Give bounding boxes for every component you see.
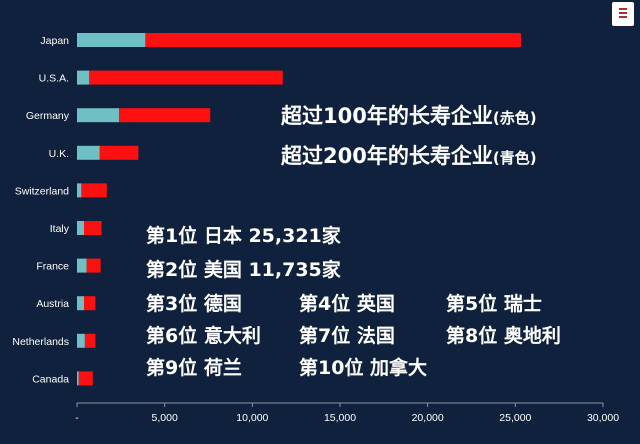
rank-7: 第7位 法国 bbox=[299, 325, 395, 347]
document-icon bbox=[612, 2, 634, 26]
category-label: Austria bbox=[36, 298, 69, 310]
x-tick-label: - bbox=[75, 412, 79, 424]
bar-segment-200-years bbox=[77, 296, 85, 311]
bar-segment-100-years bbox=[84, 333, 96, 348]
category-label: Germany bbox=[26, 110, 70, 122]
bar-segment-100-years bbox=[84, 221, 102, 235]
category-label: Netherlands bbox=[12, 336, 69, 348]
legend-teal-note: (青色) bbox=[492, 149, 537, 167]
x-axis: - 5,000 10,000 15,000 20,000 25,000 30,000 bbox=[75, 402, 619, 424]
x-tick-label: 5,000 bbox=[152, 412, 178, 424]
legend-red: 超过100年的长寿企业(赤色) bbox=[281, 100, 537, 130]
bar-segment-200-years bbox=[77, 333, 85, 348]
x-tick-label: 10,000 bbox=[236, 412, 268, 424]
bar-segment-200-years bbox=[77, 221, 85, 235]
bar-segment-200-years bbox=[77, 70, 90, 85]
rank-2: 第2位 美国 11,735家 bbox=[146, 259, 341, 281]
bar-segment-100-years bbox=[78, 371, 93, 386]
legend-red-text: 超过100年的长寿企业 bbox=[281, 104, 493, 128]
rank-8: 第8位 奥地利 bbox=[446, 325, 561, 347]
bar-segment-100-years bbox=[86, 258, 101, 273]
rank-10: 第10位 加拿大 bbox=[299, 357, 428, 379]
x-tick-label: 20,000 bbox=[412, 412, 444, 424]
category-label: France bbox=[36, 261, 69, 273]
bar-segment-200-years bbox=[77, 183, 82, 198]
rank-6: 第6位 意大利 bbox=[146, 325, 261, 347]
bar-segment-100-years bbox=[99, 145, 139, 160]
legend-teal: 超过200年的长寿企业(青色) bbox=[281, 140, 537, 170]
rank-3: 第3位 德国 bbox=[146, 293, 242, 315]
bar-segment-200-years bbox=[77, 371, 79, 386]
bar-segment-200-years bbox=[77, 258, 87, 273]
rank-5: 第5位 瑞士 bbox=[446, 293, 542, 315]
bars bbox=[77, 33, 521, 386]
x-tick-label: 30,000 bbox=[587, 412, 619, 424]
category-label: Canada bbox=[32, 373, 69, 385]
rank-9: 第9位 荷兰 bbox=[146, 357, 242, 379]
category-label: Japan bbox=[40, 35, 69, 47]
bar-segment-100-years bbox=[84, 296, 96, 311]
legend-red-note: (赤色) bbox=[492, 109, 537, 127]
bar-segment-100-years bbox=[81, 183, 107, 198]
x-tick-label: 25,000 bbox=[499, 412, 531, 424]
legend-teal-text: 超过200年的长寿企业 bbox=[281, 144, 493, 168]
category-label: Switzerland bbox=[15, 185, 69, 197]
category-label: U.S.A. bbox=[39, 73, 69, 85]
bar-segment-100-years bbox=[119, 108, 211, 123]
rank-1: 第1位 日本 25,321家 bbox=[146, 225, 341, 247]
category-labels: Japan U.S.A. Germany U.K. Switzerland Italy Fr… bbox=[12, 35, 69, 385]
rank-4: 第4位 英国 bbox=[299, 293, 395, 315]
bar-segment-100-years bbox=[145, 33, 521, 47]
bar-segment-200-years bbox=[77, 108, 120, 123]
category-label: Italy bbox=[50, 223, 70, 235]
bar-segment-200-years bbox=[77, 145, 100, 160]
bar-segment-200-years bbox=[77, 33, 146, 47]
category-label: U.K. bbox=[49, 148, 69, 160]
bar-segment-100-years bbox=[89, 70, 283, 85]
x-tick-label: 15,000 bbox=[324, 412, 356, 424]
